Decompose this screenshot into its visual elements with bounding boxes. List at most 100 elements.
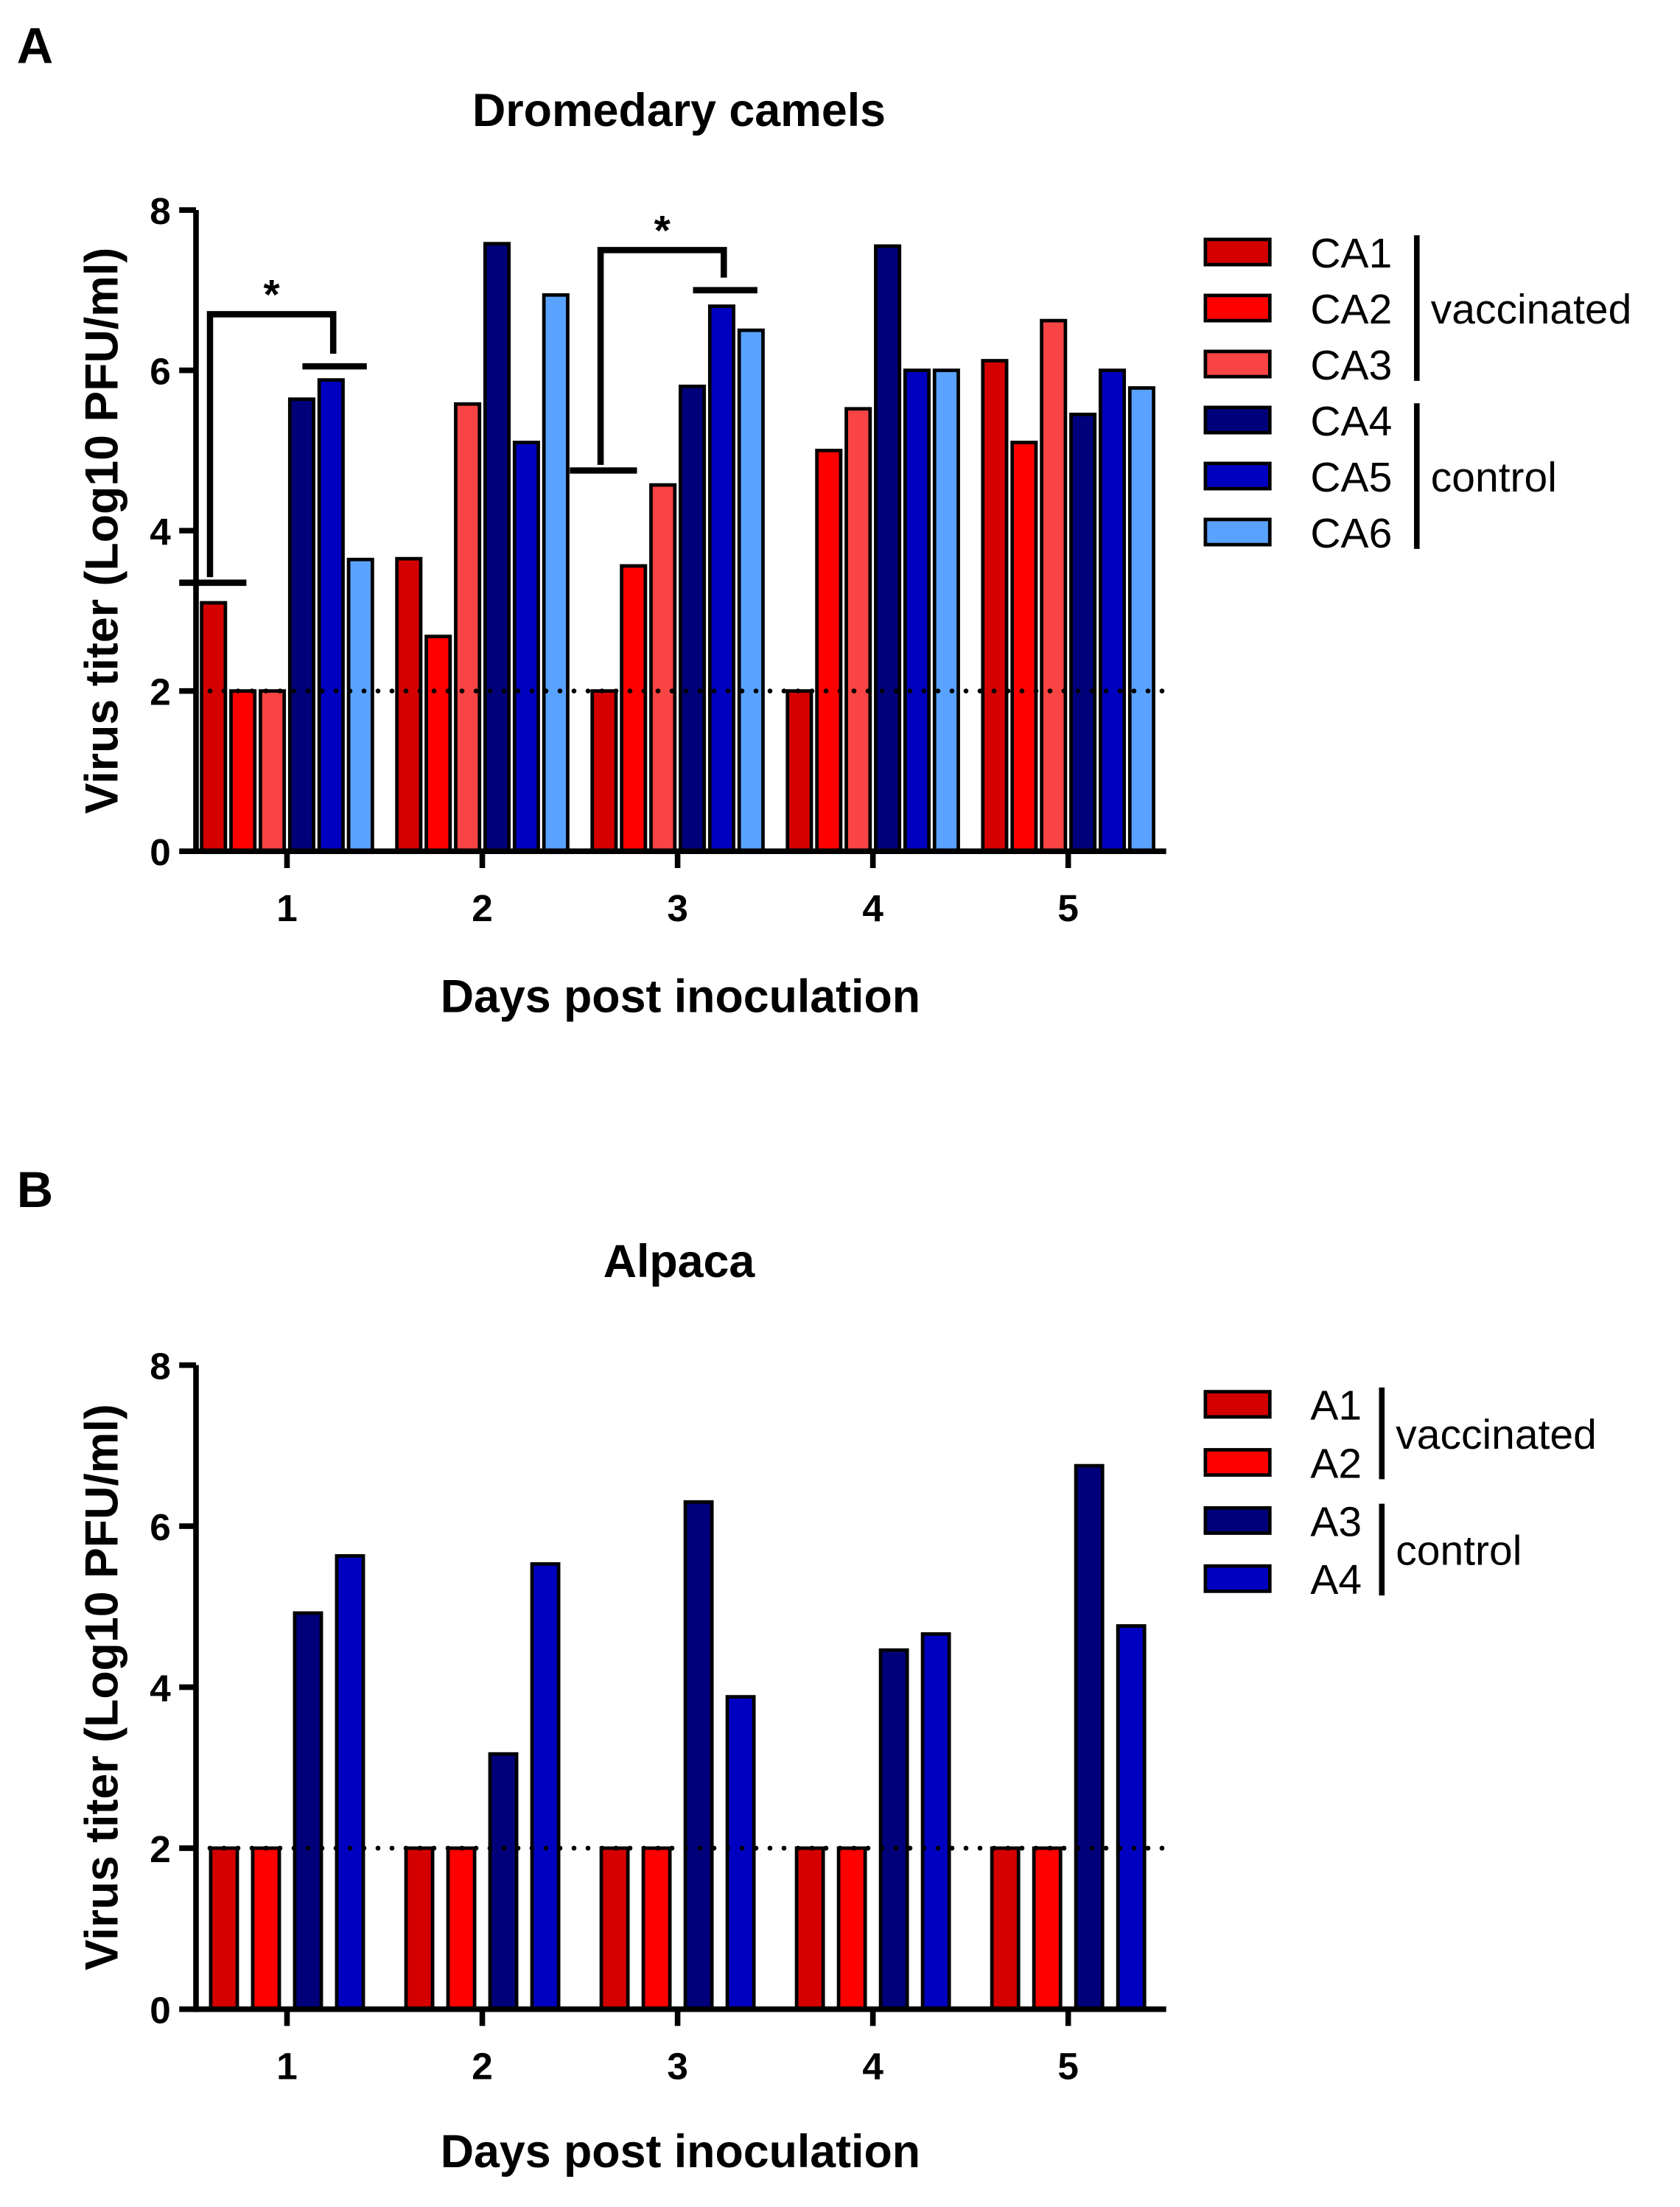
x-tick-label: 5 bbox=[1057, 887, 1079, 929]
bar-ca3-day1 bbox=[259, 689, 287, 853]
bar-a1-day3 bbox=[599, 1846, 630, 2011]
bar-ca5-day4 bbox=[903, 368, 931, 853]
bar-ca1-day4 bbox=[785, 689, 813, 853]
bar-a1-day5 bbox=[990, 1846, 1021, 2011]
legend-label-a1: A1 bbox=[1310, 1382, 1362, 1430]
bar-a4-day1 bbox=[335, 1554, 365, 2011]
legend-swatch-a1 bbox=[1203, 1390, 1272, 1419]
bar-a4-day3 bbox=[725, 1695, 756, 2011]
x-tick-label: 3 bbox=[667, 887, 688, 929]
legend-label-ca3: CA3 bbox=[1310, 342, 1392, 389]
x-tick-label: 4 bbox=[862, 887, 883, 929]
legend-group-label-vaccinated: vaccinated bbox=[1431, 286, 1632, 333]
chart-panel-a: A Dromedary camels Days post inoculation Vi… bbox=[17, 18, 1632, 1023]
bar-ca5-day1 bbox=[317, 378, 345, 853]
bar-ca6-day2 bbox=[542, 293, 570, 853]
x-tick-label: 1 bbox=[276, 2046, 298, 2088]
significance-bracket bbox=[206, 311, 337, 578]
legend-swatch-ca4 bbox=[1203, 405, 1272, 435]
bar-a2-day5 bbox=[1032, 1846, 1063, 2011]
legend-swatch-ca2 bbox=[1203, 293, 1272, 323]
legend-label-ca2: CA2 bbox=[1310, 286, 1392, 333]
y-tick-label: 6 bbox=[150, 351, 171, 393]
panel-letter: B bbox=[17, 1162, 53, 1218]
legend-label-ca6: CA6 bbox=[1310, 510, 1392, 557]
legend-swatch-ca6 bbox=[1203, 517, 1272, 547]
x-tick-label: 4 bbox=[862, 2046, 883, 2088]
bar-a3-day1 bbox=[293, 1611, 323, 2011]
y-tick-label: 4 bbox=[150, 1668, 171, 1710]
bar-ca1-day1 bbox=[200, 601, 228, 853]
bar-ca2-day4 bbox=[815, 448, 843, 853]
bar-a4-day4 bbox=[920, 1632, 951, 2011]
legend-swatch-a3 bbox=[1203, 1505, 1272, 1535]
bar-a2-day1 bbox=[251, 1846, 281, 2011]
bar-a1-day1 bbox=[209, 1846, 239, 2011]
y-axis-label: Virus titer (Log10 PFU/ml) bbox=[77, 1404, 128, 1970]
legend-label-ca4: CA4 bbox=[1310, 398, 1392, 445]
x-tick-label: 2 bbox=[472, 2046, 493, 2088]
bar-ca4-day3 bbox=[679, 384, 707, 853]
y-tick-label: 0 bbox=[150, 831, 171, 873]
y-tick-label: 4 bbox=[150, 511, 171, 553]
bar-ca2-day2 bbox=[424, 634, 452, 853]
bar-a1-day2 bbox=[404, 1846, 435, 2011]
bar-a4-day5 bbox=[1116, 1624, 1147, 2011]
bar-ca6-day4 bbox=[932, 368, 960, 853]
bar-ca3-day4 bbox=[844, 407, 872, 853]
bar-ca1-day5 bbox=[981, 359, 1009, 853]
y-tick-label: 0 bbox=[150, 1990, 171, 2032]
legend-group-label-control: control bbox=[1431, 454, 1557, 501]
legend-swatch-ca1 bbox=[1203, 237, 1272, 267]
legend-label-ca1: CA1 bbox=[1310, 230, 1392, 277]
legend-group-label-control: control bbox=[1396, 1528, 1522, 1575]
bar-ca5-day2 bbox=[512, 441, 540, 853]
chart-title: Alpaca bbox=[603, 1236, 756, 1287]
bar-a2-day2 bbox=[446, 1846, 477, 2011]
x-tick-label: 2 bbox=[472, 887, 493, 929]
x-axis-label: Days post inoculation bbox=[441, 971, 920, 1023]
x-tick-label: 1 bbox=[276, 887, 298, 929]
x-tick-label: 3 bbox=[667, 2046, 688, 2088]
chart-panel-b: B Alpaca Days post inoculation Virus titer … bbox=[17, 1162, 1597, 2178]
panel-letter: A bbox=[17, 18, 53, 74]
bar-ca3-day2 bbox=[454, 402, 482, 853]
bar-a3-day5 bbox=[1074, 1463, 1105, 2011]
bar-ca2-day5 bbox=[1010, 441, 1038, 853]
bar-ca6-day3 bbox=[737, 328, 765, 853]
legend-swatch-a4 bbox=[1203, 1564, 1272, 1593]
legend-label-a4: A4 bbox=[1310, 1556, 1362, 1603]
bar-a3-day3 bbox=[683, 1500, 714, 2011]
y-tick-label: 6 bbox=[150, 1506, 171, 1548]
y-tick-label: 8 bbox=[150, 190, 171, 232]
legend-swatch-a2 bbox=[1203, 1448, 1272, 1477]
x-tick-label: 5 bbox=[1057, 2046, 1079, 2088]
y-tick-label: 2 bbox=[150, 671, 171, 713]
legend-label-ca5: CA5 bbox=[1310, 454, 1392, 501]
legend-group-label-vaccinated: vaccinated bbox=[1396, 1411, 1597, 1458]
bar-ca1-day2 bbox=[395, 556, 423, 853]
bar-a4-day2 bbox=[530, 1561, 561, 2011]
bar-ca5-day5 bbox=[1099, 368, 1127, 853]
bar-ca6-day5 bbox=[1127, 386, 1155, 853]
y-tick-label: 8 bbox=[150, 1346, 171, 1388]
bar-ca4-day4 bbox=[874, 244, 902, 853]
x-axis-label: Days post inoculation bbox=[441, 2126, 920, 2178]
bar-a2-day3 bbox=[641, 1846, 672, 2011]
bar-ca5-day3 bbox=[707, 304, 735, 853]
legend-swatch-ca5 bbox=[1203, 461, 1272, 491]
bar-ca6-day1 bbox=[346, 557, 374, 853]
bar-ca4-day2 bbox=[483, 242, 511, 853]
bar-a1-day4 bbox=[794, 1846, 825, 2011]
bar-ca2-day1 bbox=[229, 689, 257, 853]
bar-a2-day4 bbox=[836, 1846, 867, 2011]
legend-label-a3: A3 bbox=[1310, 1498, 1362, 1545]
y-axis-label: Virus titer (Log10 PFU/ml) bbox=[77, 248, 128, 814]
bar-ca1-day3 bbox=[590, 689, 618, 853]
significance-star: * bbox=[264, 271, 281, 318]
bar-ca2-day3 bbox=[620, 564, 648, 853]
bar-ca3-day5 bbox=[1040, 318, 1068, 853]
bar-ca4-day1 bbox=[287, 397, 315, 853]
significance-star: * bbox=[654, 207, 671, 254]
